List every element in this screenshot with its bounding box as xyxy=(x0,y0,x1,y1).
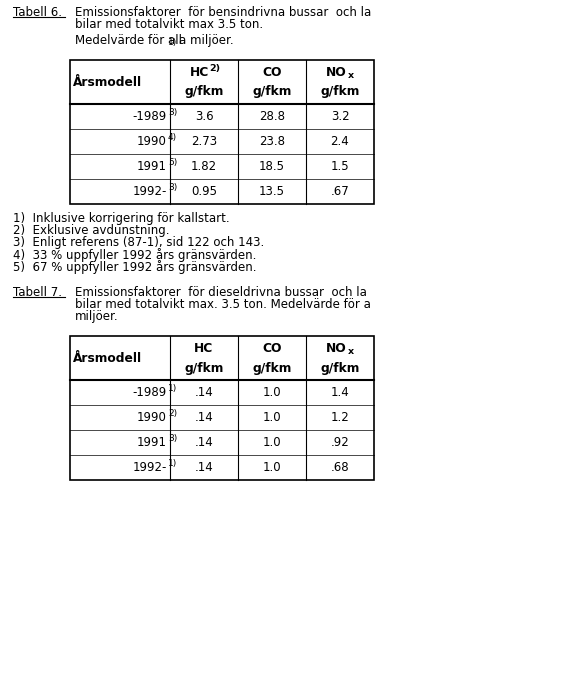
Text: x: x xyxy=(348,71,354,80)
Text: NO: NO xyxy=(325,342,346,355)
Text: 1.5: 1.5 xyxy=(330,160,350,173)
Text: 1.0: 1.0 xyxy=(263,437,281,450)
Text: 3)  Enligt referens (87-1), sid 122 och 143.: 3) Enligt referens (87-1), sid 122 och 1… xyxy=(13,236,264,249)
Text: 1): 1) xyxy=(168,460,177,468)
Text: bilar med totalvikt max. 3.5 ton. Medelvärde för a: bilar med totalvikt max. 3.5 ton. Medelv… xyxy=(75,298,371,311)
Text: Årsmodell: Årsmodell xyxy=(73,352,142,365)
Text: x: x xyxy=(348,347,354,356)
Text: .14: .14 xyxy=(195,437,213,450)
Bar xyxy=(70,60,374,204)
Bar xyxy=(70,336,374,481)
Text: 1.0: 1.0 xyxy=(263,412,281,424)
Text: 4)  33 % uppfyller 1992 års gränsvärden.: 4) 33 % uppfyller 1992 års gränsvärden. xyxy=(13,248,256,262)
Text: HC: HC xyxy=(194,342,214,355)
Text: 1)  Inklusive korrigering för kallstart.: 1) Inklusive korrigering för kallstart. xyxy=(13,212,229,225)
Text: -1989: -1989 xyxy=(133,387,167,399)
Text: 1992-: 1992- xyxy=(132,462,167,475)
Text: 3): 3) xyxy=(168,183,177,192)
Text: a miljöer.: a miljöer. xyxy=(179,34,233,47)
Text: 1.0: 1.0 xyxy=(263,387,281,399)
Text: 1991: 1991 xyxy=(137,437,167,450)
Text: 1): 1) xyxy=(168,38,177,47)
Text: Emissionsfaktorer  för dieseldrivna bussar  och la: Emissionsfaktorer för dieseldrivna bussa… xyxy=(75,286,367,299)
Text: 3.2: 3.2 xyxy=(330,110,350,123)
Text: g/fkm: g/fkm xyxy=(185,85,224,98)
Text: Årsmodell: Årsmodell xyxy=(73,76,142,89)
Text: 1990: 1990 xyxy=(137,412,167,424)
Text: 13.5: 13.5 xyxy=(259,185,285,198)
Text: .68: .68 xyxy=(330,462,350,475)
Text: 1.82: 1.82 xyxy=(191,160,217,173)
Text: 23.8: 23.8 xyxy=(259,135,285,148)
Text: 1990: 1990 xyxy=(137,135,167,148)
Text: .14: .14 xyxy=(195,412,213,424)
Text: 5)  67 % uppfyller 1992 års gränsvärden.: 5) 67 % uppfyller 1992 års gränsvärden. xyxy=(13,260,256,274)
Text: HC: HC xyxy=(190,66,210,79)
Text: .92: .92 xyxy=(330,437,350,450)
Text: 0.95: 0.95 xyxy=(191,185,217,198)
Text: .14: .14 xyxy=(195,462,213,475)
Text: 3): 3) xyxy=(168,108,177,117)
Text: g/fkm: g/fkm xyxy=(320,85,360,98)
Text: NO: NO xyxy=(325,66,346,79)
Text: 2): 2) xyxy=(168,410,177,418)
Text: g/fkm: g/fkm xyxy=(252,85,292,98)
Text: 2.4: 2.4 xyxy=(330,135,350,148)
Text: 1991: 1991 xyxy=(137,160,167,173)
Text: 5): 5) xyxy=(168,158,177,167)
Text: 2)  Exklusive avdunstning.: 2) Exklusive avdunstning. xyxy=(13,224,169,237)
Text: 1): 1) xyxy=(168,385,177,393)
Text: g/fkm: g/fkm xyxy=(320,362,360,374)
Text: Tabell 6.: Tabell 6. xyxy=(13,6,62,19)
Text: CO: CO xyxy=(262,66,282,79)
Text: 28.8: 28.8 xyxy=(259,110,285,123)
Text: g/fkm: g/fkm xyxy=(185,362,224,374)
Text: 1.2: 1.2 xyxy=(330,412,350,424)
Text: 1.4: 1.4 xyxy=(330,387,350,399)
Text: .67: .67 xyxy=(330,185,350,198)
Text: 2): 2) xyxy=(209,64,220,73)
Text: Emissionsfaktorer  för bensindrivna bussar  och la: Emissionsfaktorer för bensindrivna bussa… xyxy=(75,6,371,19)
Text: CO: CO xyxy=(262,342,282,355)
Text: 3.6: 3.6 xyxy=(195,110,213,123)
Text: g/fkm: g/fkm xyxy=(252,362,292,374)
Text: Medelvärde för all: Medelvärde för all xyxy=(75,34,182,47)
Text: 4): 4) xyxy=(168,133,177,142)
Text: 18.5: 18.5 xyxy=(259,160,285,173)
Text: bilar med totalvikt max 3.5 ton.: bilar med totalvikt max 3.5 ton. xyxy=(75,18,263,31)
Text: 1.0: 1.0 xyxy=(263,462,281,475)
Text: .14: .14 xyxy=(195,387,213,399)
Text: 2.73: 2.73 xyxy=(191,135,217,148)
Text: -1989: -1989 xyxy=(133,110,167,123)
Text: Tabell 7.: Tabell 7. xyxy=(13,286,62,299)
Text: 1992-: 1992- xyxy=(132,185,167,198)
Text: miljöer.: miljöer. xyxy=(75,310,118,323)
Text: 3): 3) xyxy=(168,435,177,443)
